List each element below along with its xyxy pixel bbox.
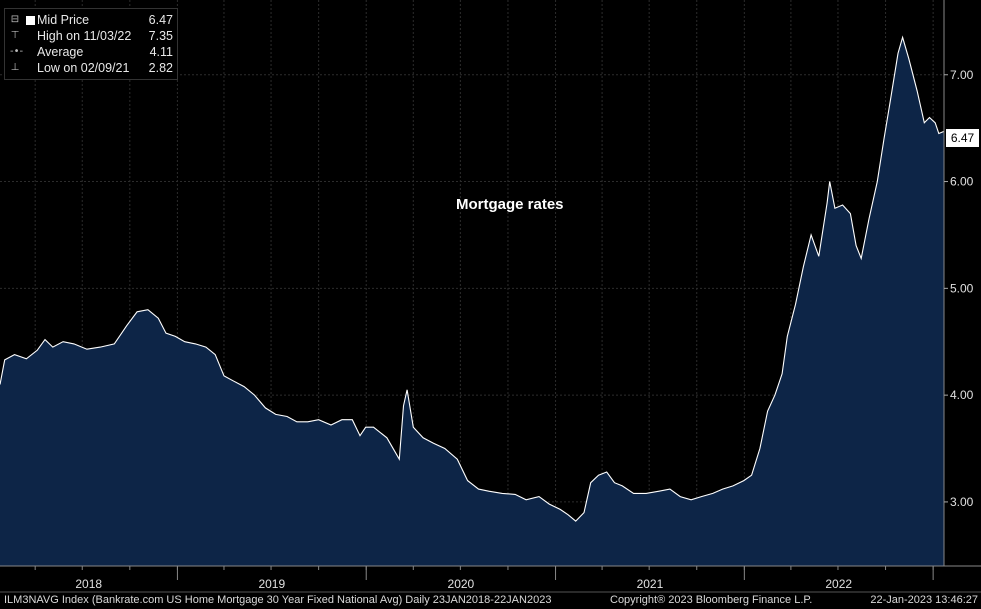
y-tick-label: 5.00: [950, 281, 974, 295]
legend-value: 7.35: [148, 29, 173, 43]
legend-value: 6.47: [148, 13, 173, 27]
x-tick-label: 2021: [637, 577, 664, 591]
y-axis-ticks: 3.00 4.00 5.00 6.00 7.00: [944, 68, 974, 509]
legend-label: Mid Price: [37, 13, 90, 27]
last-value-tag: 6.47: [946, 129, 979, 147]
legend-box: ⊟ Mid Price 6.47 ⊤ High on 11/03/22 7.35…: [4, 8, 178, 80]
series-line-mid-price: [0, 35, 945, 522]
legend-row-low: ⊥ Low on 02/09/21 2.82: [5, 61, 177, 77]
legend-value: 2.82: [148, 61, 173, 75]
legend-row-mid-price: ⊟ Mid Price 6.47: [5, 13, 177, 29]
series-area-mid-price: [0, 37, 944, 566]
legend-row-average: -•- Average 4.11: [5, 45, 177, 61]
high-marker-icon: ⊤: [10, 30, 20, 41]
x-tick-label: 2020: [448, 577, 475, 591]
low-marker-icon: ⊥: [10, 62, 20, 73]
legend-row-high: ⊤ High on 11/03/22 7.35: [5, 29, 177, 45]
legend-label: Low on 02/09/21: [37, 61, 130, 75]
x-tick-label: 2019: [258, 577, 285, 591]
collapse-icon[interactable]: ⊟: [10, 14, 20, 25]
footer-source: ILM3NAVG Index (Bankrate.com US Home Mor…: [4, 594, 552, 606]
y-tick-label: 7.00: [950, 68, 974, 82]
x-tick-label: 2022: [825, 577, 852, 591]
average-marker-icon: -•-: [10, 46, 24, 57]
y-tick-label: 3.00: [950, 495, 974, 509]
y-tick-label: 4.00: [950, 388, 974, 402]
legend-value: 4.11: [149, 45, 173, 59]
series-swatch: [26, 16, 35, 25]
x-tick-label: 2018: [75, 577, 102, 591]
legend-label: High on 11/03/22: [37, 29, 132, 43]
chart-annotation: Mortgage rates: [456, 196, 564, 213]
footer-copyright: Copyright® 2023 Bloomberg Finance L.P.: [610, 594, 813, 606]
legend-label: Average: [37, 45, 84, 59]
axes: [0, 0, 981, 593]
x-axis-ticks: 2018 2019 2020 2021 2022: [34, 566, 934, 591]
y-tick-label: 6.00: [950, 175, 974, 189]
footer-timestamp: 22-Jan-2023 13:46:27: [870, 594, 978, 606]
